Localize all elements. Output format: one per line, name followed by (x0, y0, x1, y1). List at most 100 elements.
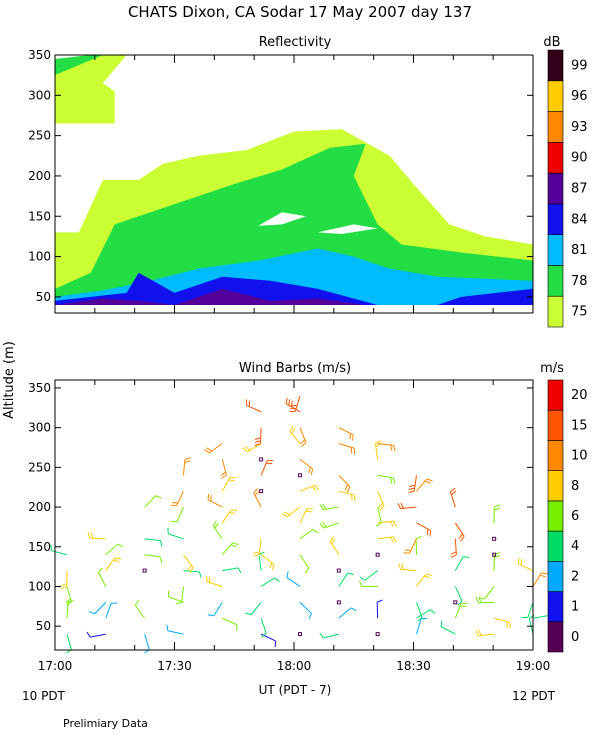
wind-barb-flag (184, 457, 191, 460)
wind-barb (416, 478, 428, 492)
wind-barb-flag (228, 479, 235, 482)
figure-title: CHATS Dixon, CA Sodar 17 May 2007 day 13… (128, 3, 472, 21)
wind-barb-flag (230, 544, 237, 548)
wind-barb (413, 475, 417, 492)
wind-barb-flag (494, 507, 501, 511)
wind-barb-flag (319, 522, 325, 529)
reflectivity-contour-75-1 (55, 55, 127, 124)
wind-barb-flag (403, 552, 410, 554)
reflectivity-ytick-label: 100 (28, 250, 51, 264)
wind-barb-flag (90, 532, 94, 539)
wind-barb-flag (113, 559, 120, 563)
wind-barb-flag (393, 536, 397, 543)
reflectivity-ytick-label: 350 (28, 48, 51, 62)
wind-barb-flag (393, 445, 396, 452)
wind-barb (416, 618, 422, 635)
wind-colorbar-swatch-2 (547, 561, 564, 592)
wind-barb (532, 614, 549, 619)
reflectivity-colorbar-swatch-90 (547, 142, 564, 174)
wind-barb-flag (390, 444, 393, 451)
wind-barb (376, 602, 379, 619)
wind-colorbar-label-20: 20 (571, 388, 588, 403)
reflectivity-colorbar-label-93: 93 (571, 120, 588, 135)
wind-barb-flag (245, 612, 252, 616)
wind-ytick-label: 300 (28, 421, 51, 435)
reflectivity-colorbar-swatch-81 (547, 234, 564, 266)
wind-barb-flag (329, 536, 334, 542)
wind-barb-flag (65, 598, 71, 603)
wind-barb-flag (350, 607, 357, 612)
reflectivity-colorbar-title: dB (543, 35, 560, 50)
wind-barb (299, 508, 308, 524)
wind-barb (176, 490, 184, 506)
wind-ytick-label: 200 (28, 500, 51, 514)
wind-barb-flag (115, 557, 122, 560)
wind-barb (323, 633, 339, 639)
wind-colorbar-label-6: 6 (571, 509, 579, 524)
wind-barb (222, 617, 238, 626)
reflectivity-colorbar-label-90: 90 (571, 151, 588, 166)
wind-barb-flag (440, 620, 443, 627)
wind-barb (454, 556, 464, 571)
wind-barb-flag (86, 631, 91, 638)
wind-barb (338, 490, 355, 496)
wind-barb-flag (457, 600, 463, 606)
wind-barb (532, 572, 542, 587)
wind-barb (246, 404, 262, 413)
wind-barb-flag (214, 522, 219, 529)
calm-marker (142, 568, 147, 573)
reflectivity-colorbar-swatch-87 (547, 172, 564, 205)
wind-colorbar-swatch-20 (547, 379, 564, 411)
wind-barb-flag (66, 601, 72, 606)
wind-barb-flag (349, 433, 351, 440)
wind-barb-flag (286, 571, 289, 578)
wind-barb (209, 443, 223, 454)
wind-barb (144, 495, 157, 508)
wind-barb-flag (159, 556, 163, 563)
wind-barb-flag (285, 397, 288, 404)
wind-colorbar-swatch-4 (547, 530, 564, 562)
reflectivity-ytick-label: 250 (28, 129, 51, 143)
wind-barb (449, 491, 456, 508)
wind-barb-flag (242, 447, 248, 453)
reflectivity-contour-87-6 (55, 288, 366, 305)
wind-barb-flag (417, 616, 423, 622)
wind-barb (212, 525, 223, 540)
wind-frame (54, 379, 534, 651)
wind-barb-flag (344, 484, 349, 491)
wind-colorbar-label-2: 2 (571, 569, 579, 584)
wind-barb-flag (231, 509, 238, 512)
wind-barb (299, 427, 307, 443)
wind-barb-flag (390, 536, 394, 543)
wind-barb-flag (308, 613, 312, 620)
wind-barb-flag (281, 513, 288, 518)
wind-barb (105, 603, 112, 619)
wind-barb (167, 630, 184, 635)
wind-barb (247, 443, 262, 453)
wind-ytick-label: 250 (28, 460, 51, 474)
wind-barb-flag (254, 443, 261, 446)
wind-barb (213, 602, 223, 617)
wind-barb-flag (304, 567, 310, 574)
wind-colorbar-swatch-6 (547, 500, 564, 532)
wind-barb-flag (397, 503, 402, 509)
wind-barb-flag (408, 487, 415, 490)
reflectivity-contour-84-5 (55, 272, 533, 305)
wind-barb-flag (346, 486, 351, 493)
wind-barb (168, 596, 184, 603)
wind-barb-flag (390, 521, 394, 528)
wind-barb (299, 484, 316, 492)
calm-marker (375, 552, 380, 557)
wind-barb-flag (409, 484, 416, 488)
wind-barb-flag (426, 528, 429, 536)
wind-barb-flag (306, 508, 314, 510)
calm-marker (259, 457, 264, 462)
wind-barb (416, 602, 423, 618)
wind-barb (260, 577, 275, 587)
wind-barb-flag (253, 551, 260, 554)
wind-barb-flag (244, 446, 251, 451)
wind-barb (260, 554, 275, 565)
reflectivity-gap-0 (258, 212, 306, 226)
wind-barb-flag (350, 494, 353, 501)
